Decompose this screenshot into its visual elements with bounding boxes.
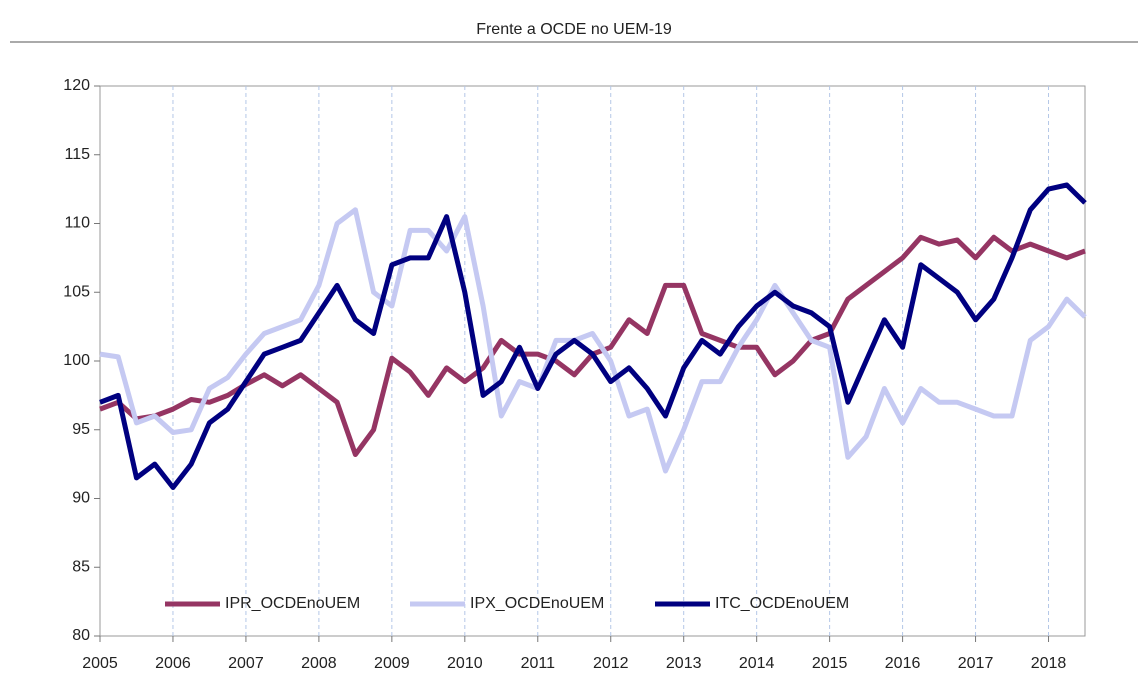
y-tick-label: 105	[63, 283, 90, 300]
y-tick-label: 115	[64, 146, 90, 163]
series-line	[99, 182, 1087, 490]
series-line	[99, 234, 1086, 457]
series-line	[99, 207, 1087, 474]
y-tick-label: 120	[63, 77, 90, 94]
y-tick-label: 90	[72, 490, 90, 507]
y-tick-label: 85	[72, 558, 90, 575]
x-tick-label: 2007	[228, 655, 264, 672]
x-tick-label: 2008	[301, 655, 337, 672]
y-tick-label: 95	[72, 421, 90, 438]
x-tick-label: 2011	[521, 655, 556, 672]
x-tick-label: 2006	[155, 655, 191, 672]
y-tick-label: 110	[64, 215, 90, 232]
y-tick-label: 100	[63, 352, 90, 369]
x-tick-label: 2013	[666, 655, 702, 672]
x-tick-label: 2005	[82, 655, 118, 672]
legend-label: IPR_OCDEnoUEM	[225, 595, 360, 612]
x-tick-label: 2009	[374, 655, 410, 672]
x-tick-label: 2014	[739, 655, 775, 672]
x-tick-label: 2017	[958, 655, 994, 672]
x-tick-label: 2012	[593, 655, 629, 672]
x-tick-label: 2010	[447, 655, 483, 672]
legend-label: ITC_OCDEnoUEM	[715, 595, 849, 612]
x-tick-label: 2016	[885, 655, 921, 672]
x-tick-label: 2018	[1031, 655, 1067, 672]
legend-label: IPX_OCDEnoUEM	[470, 595, 604, 612]
plot-frame	[99, 85, 1086, 637]
x-tick-label: 2015	[812, 655, 848, 672]
y-tick-label: 80	[72, 627, 90, 644]
chart-title: Frente a OCDE no UEM-19	[476, 21, 672, 38]
